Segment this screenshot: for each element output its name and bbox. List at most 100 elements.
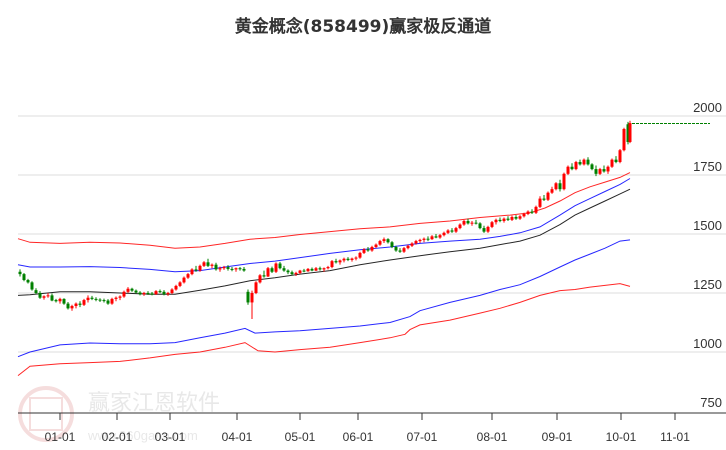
y-tick-label: 1500 [693,218,722,233]
candle [214,264,218,270]
watermark: 赢家江恩软件 www.360gann.com [18,386,220,443]
candle [210,264,214,266]
candle [138,292,142,295]
candle [82,300,86,305]
candle [406,245,410,249]
candle [118,296,122,298]
candle [474,222,478,224]
candle [270,268,274,272]
y-axis: 2000 1750 1500 1250 1000 750 [693,100,722,410]
candle [374,244,378,247]
candle [558,183,562,190]
candle [130,288,134,291]
y-tick-label: 1250 [693,277,722,292]
candle [274,263,278,272]
candle [566,166,570,174]
x-tick-label: 11-01 [660,430,690,444]
candle [370,246,374,251]
candle [70,305,74,309]
candle [550,189,554,193]
candle [198,265,202,271]
candle [542,198,546,200]
candle [410,243,414,246]
candle [514,217,518,219]
candle [50,295,54,301]
candle [546,192,550,200]
candle [398,250,402,252]
candle [518,216,522,219]
candle [218,268,222,270]
candle [502,218,506,222]
candle [358,252,362,258]
candle [298,270,302,273]
candle [606,166,610,172]
candle [230,268,234,270]
candle [126,288,130,292]
candle [498,219,502,222]
candle [598,169,602,174]
candle [462,221,466,225]
candle [626,124,630,142]
x-tick-label: 10-01 [606,430,637,444]
candle [442,232,446,236]
candle [378,241,382,245]
candle [106,300,110,304]
candle [618,150,622,163]
candle [102,300,106,302]
candle [94,298,98,300]
candle [186,274,190,278]
candle [282,268,286,271]
candle [18,271,22,275]
candle [450,230,454,232]
candle [34,290,38,293]
candle [530,211,534,213]
candle [574,162,578,170]
candle [58,298,62,302]
candle [506,218,510,220]
grid-lines [18,115,726,353]
candlesticks [18,120,632,319]
candle [38,293,42,298]
candle [142,293,146,295]
candle [526,211,530,214]
candle [470,222,474,224]
candle [494,219,498,223]
middle-line [17,188,631,296]
candle [354,257,358,259]
candle [206,262,210,266]
candle [154,291,158,295]
candle [322,268,326,270]
candle [446,230,450,233]
candle [78,303,82,305]
candle [366,249,370,251]
chart-title: 黄金概念(858499)赢家极反通道 [234,17,492,37]
candle [110,298,114,304]
candle [454,228,458,232]
x-tick-label: 02-01 [102,430,133,444]
x-tick-label: 09-01 [542,430,573,444]
candle [350,258,354,260]
y-tick-label: 750 [700,395,722,410]
candle [482,228,486,232]
candle [290,272,294,275]
candle [510,217,514,220]
candle [466,221,470,224]
candle [430,236,434,240]
channel-lines [17,172,631,376]
candle [390,242,394,247]
y-tick-label: 1750 [693,159,722,174]
candle [162,291,166,295]
candle [286,270,290,273]
outer_upper-line [17,172,631,249]
candle [302,270,306,272]
candle [610,159,614,167]
candle [414,241,418,244]
candle [150,293,154,295]
x-tick-label: 03-01 [155,430,186,444]
candle [402,248,406,252]
candle [74,303,78,306]
candle [46,295,50,297]
candle [238,268,242,270]
candle [182,277,186,283]
